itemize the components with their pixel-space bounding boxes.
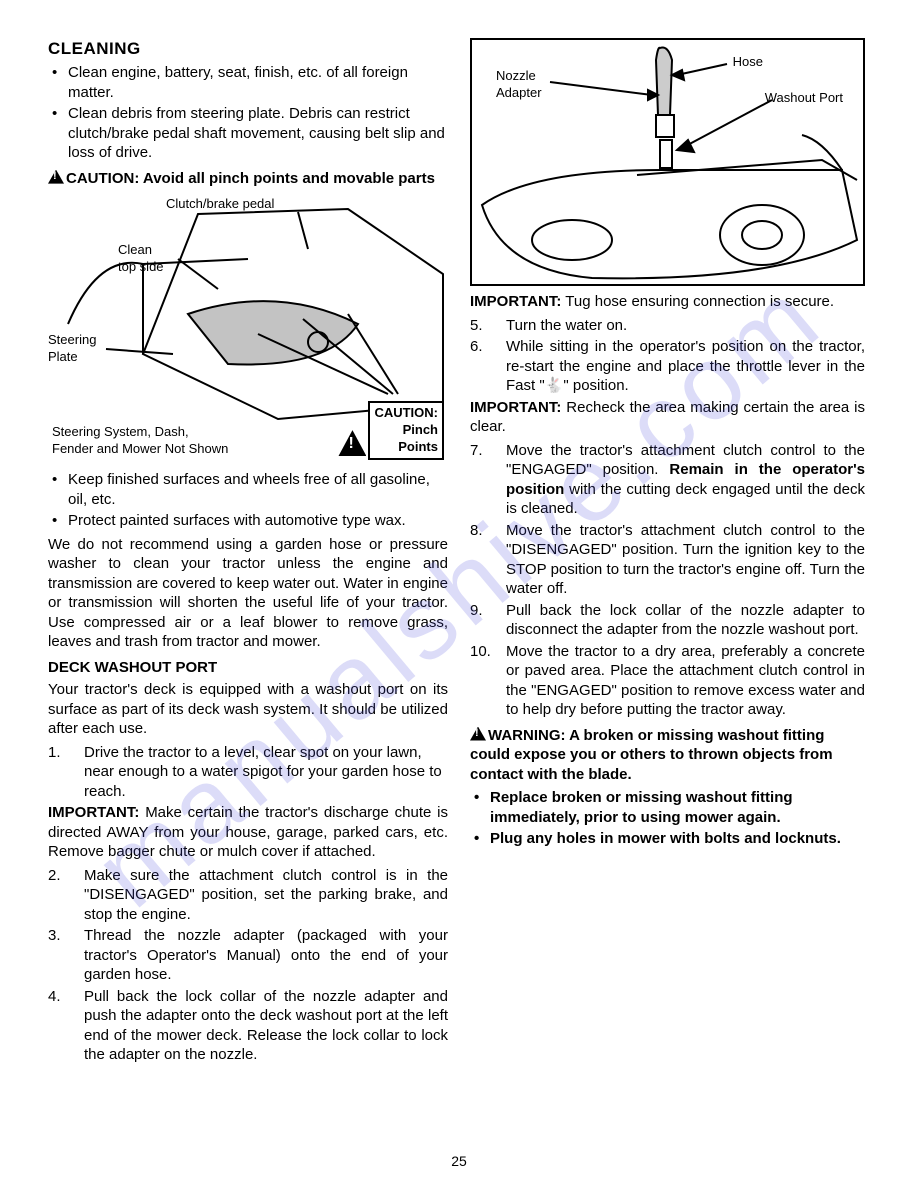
important-recheck-lead: IMPORTANT: bbox=[470, 399, 561, 416]
important-away: IMPORTANT: Make certain the tractor's di… bbox=[48, 803, 448, 862]
step-6: 6.While sitting in the operator's positi… bbox=[506, 337, 865, 396]
warning-lead: WARNING: bbox=[488, 727, 566, 744]
deck-washout-heading: DECK WASHOUT PORT bbox=[48, 658, 448, 678]
cleaning-bullet-1: Clean engine, battery, seat, finish, etc… bbox=[68, 63, 448, 102]
warning-bullet-1: Replace broken or missing washout fittin… bbox=[490, 788, 865, 827]
surfaces-bullet-1: Keep finished surfaces and wheels free o… bbox=[68, 470, 448, 509]
important-away-lead: IMPORTANT: bbox=[48, 804, 139, 821]
step-2-text: Make sure the attachment clutch control … bbox=[84, 866, 448, 925]
cleaning-heading: CLEANING bbox=[48, 38, 448, 60]
rabbit-icon: 🐇 bbox=[545, 377, 564, 394]
step-10: 10.Move the tractor to a dry area, prefe… bbox=[506, 642, 865, 720]
page-number: 25 bbox=[451, 1152, 467, 1170]
left-column: CLEANING Clean engine, battery, seat, fi… bbox=[48, 38, 448, 1067]
caution-pinch-text: CAUTION: Avoid all pinch points and mova… bbox=[66, 170, 435, 187]
warning-icon bbox=[48, 170, 64, 184]
step-9-text: Pull back the lock collar of the nozzle … bbox=[506, 602, 865, 639]
nozzle-deck-diagram: Nozzle Adapter Hose Washout Port bbox=[470, 38, 865, 286]
important-recheck: IMPORTANT: Recheck the area making certa… bbox=[470, 398, 865, 437]
step-8: 8.Move the tractor's attachment clutch c… bbox=[506, 521, 865, 599]
deck-steps-7to10: 7.Move the tractor's attachment clutch c… bbox=[470, 441, 865, 720]
step-10-text: Move the tractor to a dry area, preferab… bbox=[506, 643, 865, 719]
deck-steps-5to6: 5.Turn the water on. 6.While sitting in … bbox=[470, 316, 865, 396]
warning-bullet-2: Plug any holes in mower with bolts and l… bbox=[490, 829, 865, 849]
right-column: Nozzle Adapter Hose Washout Port bbox=[470, 38, 865, 1067]
step-6-text-b: " position. bbox=[563, 377, 628, 394]
step-1: 1.Drive the tractor to a level, clear sp… bbox=[84, 743, 448, 802]
step-3: 3.Thread the nozzle adapter (packaged wi… bbox=[84, 926, 448, 985]
step-9: 9.Pull back the lock collar of the nozzl… bbox=[506, 601, 865, 640]
step-4: 4.Pull back the lock collar of the nozzl… bbox=[84, 987, 448, 1065]
deck-steps-1: 1.Drive the tractor to a level, clear sp… bbox=[48, 743, 448, 802]
cleaning-bullet-2: Clean debris from steering plate. Debris… bbox=[68, 104, 448, 163]
important-tug-text: Tug hose ensuring connection is secure. bbox=[561, 293, 834, 310]
step-8-text: Move the tractor's attachment clutch con… bbox=[506, 522, 865, 598]
step-1-text: Drive the tractor to a level, clear spot… bbox=[84, 744, 442, 800]
important-tug-lead: IMPORTANT: bbox=[470, 293, 561, 310]
step-2: 2.Make sure the attachment clutch contro… bbox=[84, 866, 448, 925]
important-tug: IMPORTANT: Tug hose ensuring connection … bbox=[470, 292, 865, 312]
hose-warning-para: We do not recommend using a garden hose … bbox=[48, 535, 448, 652]
step-5-text: Turn the water on. bbox=[506, 317, 627, 334]
warning-bullets: Replace broken or missing washout fittin… bbox=[470, 788, 865, 849]
surfaces-bullet-2: Protect painted surfaces with automotive… bbox=[68, 511, 448, 531]
step-4-text: Pull back the lock collar of the nozzle … bbox=[84, 987, 448, 1065]
warning-icon-2 bbox=[470, 727, 486, 741]
warning-washout: WARNING: A broken or missing washout fit… bbox=[470, 726, 865, 785]
cleaning-bullets: Clean engine, battery, seat, finish, etc… bbox=[48, 63, 448, 163]
fig1-caution-box-text: CAUTION: Pinch Points bbox=[374, 405, 438, 454]
step-5: 5.Turn the water on. bbox=[506, 316, 865, 336]
step-3-text: Thread the nozzle adapter (packaged with… bbox=[84, 926, 448, 985]
caution-pinch: CAUTION: Avoid all pinch points and mova… bbox=[48, 169, 448, 189]
step-7: 7.Move the tractor's attachment clutch c… bbox=[506, 441, 865, 519]
fig2-svg bbox=[472, 40, 863, 284]
surfaces-bullets: Keep finished surfaces and wheels free o… bbox=[48, 470, 448, 531]
deck-intro-para: Your tractor's deck is equipped with a w… bbox=[48, 680, 448, 739]
steering-plate-diagram: Clutch/brake pedal Clean top side Steeri… bbox=[48, 194, 448, 464]
fig1-caution-box: CAUTION: Pinch Points bbox=[368, 401, 444, 460]
two-column-layout: CLEANING Clean engine, battery, seat, fi… bbox=[48, 38, 870, 1067]
deck-steps-2to4: 2.Make sure the attachment clutch contro… bbox=[48, 866, 448, 1065]
